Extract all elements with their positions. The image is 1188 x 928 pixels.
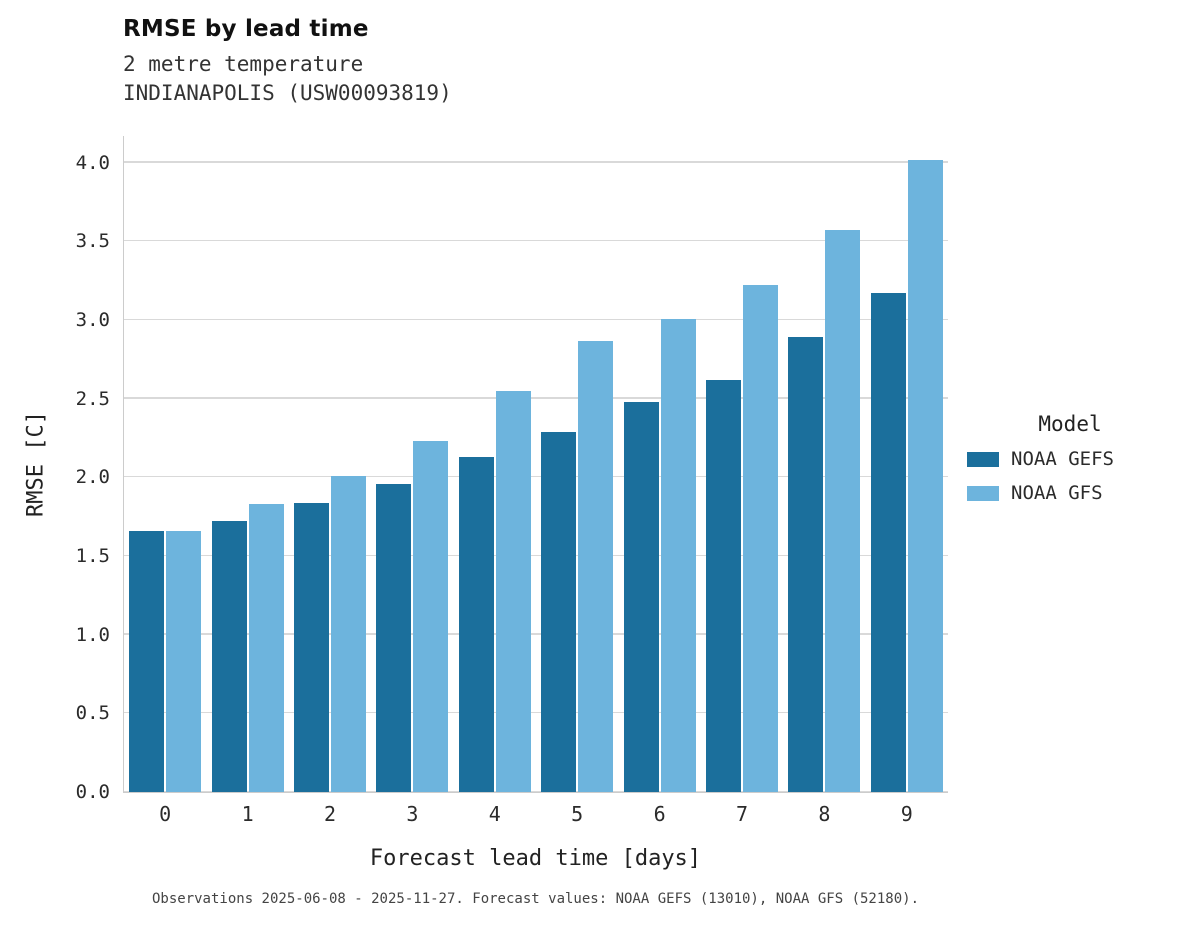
bar-noaa-gfs-day-6 — [660, 318, 696, 792]
gridline — [124, 633, 948, 635]
bar-noaa-gefs-day-5 — [541, 431, 577, 792]
y-axis-label: RMSE [C] — [23, 411, 49, 517]
y-tick-label: 2.5 — [75, 387, 110, 410]
gridline — [124, 790, 948, 792]
bar-group-day-6 — [618, 136, 700, 792]
y-tick-label: 3.5 — [75, 230, 110, 253]
bars-layer — [124, 136, 948, 792]
x-axis-tick-labels: 0 1 2 3 4 5 6 7 8 9 — [124, 792, 948, 834]
bar-noaa-gfs-day-8 — [825, 230, 861, 792]
gridline — [124, 239, 948, 242]
bar-group-day-2 — [289, 136, 371, 792]
gridline — [124, 475, 948, 478]
bar-noaa-gfs-day-0 — [166, 530, 202, 792]
bar-noaa-gfs-day-3 — [413, 441, 449, 792]
x-tick-label: 7 — [735, 802, 749, 826]
legend: Model NOAA GEFS NOAA GFS — [965, 412, 1175, 516]
bar-group-day-5 — [536, 136, 618, 792]
gridline — [124, 554, 948, 557]
bar-noaa-gfs-day-7 — [743, 285, 779, 792]
y-tick-label: 4.0 — [75, 151, 110, 174]
bar-noaa-gefs-day-0 — [129, 530, 165, 792]
bar-noaa-gefs-day-6 — [623, 401, 659, 792]
legend-swatch-icon — [967, 451, 999, 467]
chart-title: RMSE by lead time — [123, 16, 369, 42]
gridline — [124, 711, 948, 714]
chart-header: RMSE by lead time 2 metre temperature IN… — [123, 16, 452, 108]
footer-caption: Observations 2025-06-08 - 2025-11-27. Fo… — [151, 891, 919, 907]
x-tick-label: 3 — [406, 802, 419, 826]
y-tick-label: 0.5 — [75, 702, 110, 725]
legend-entry-noaa-gfs: NOAA GFS — [967, 482, 1175, 504]
x-tick-label: 4 — [488, 802, 501, 826]
bar-group-day-0 — [124, 136, 206, 792]
bar-group-day-3 — [371, 136, 453, 792]
bar-noaa-gfs-day-9 — [907, 159, 943, 792]
legend-label: NOAA GEFS — [1011, 448, 1114, 470]
bar-noaa-gefs-day-9 — [870, 293, 906, 792]
bar-group-day-7 — [701, 136, 783, 792]
bar-noaa-gfs-day-5 — [578, 340, 614, 792]
legend-title: Model — [1038, 412, 1102, 436]
bar-noaa-gefs-day-1 — [211, 521, 247, 792]
gridline — [124, 161, 948, 163]
bar-noaa-gefs-day-8 — [788, 337, 824, 792]
bar-noaa-gefs-day-3 — [376, 483, 412, 792]
bar-group-day-8 — [783, 136, 865, 792]
x-tick-label: 8 — [818, 802, 831, 826]
y-tick-label: 3.0 — [75, 309, 110, 332]
y-axis-tick-labels: 0.0 0.5 1.0 1.5 2.0 2.5 3.0 3.5 4.0 — [40, 136, 110, 803]
legend-swatch-icon — [967, 485, 999, 501]
y-tick-label: 2.0 — [75, 466, 110, 489]
x-tick-label: 1 — [241, 802, 254, 826]
x-tick-label: 6 — [653, 802, 666, 826]
plot-area: 0.0 0.5 1.0 1.5 2.0 2.5 3.0 3.5 4.0 0 1 2 3 4 5 6 7 8 9 R… — [24, 136, 948, 826]
bar-noaa-gfs-day-2 — [331, 475, 367, 792]
y-tick-label: 0.0 — [75, 781, 110, 803]
x-tick-label: 2 — [323, 802, 337, 826]
x-tick-label: 9 — [900, 802, 913, 826]
gridline — [124, 318, 948, 321]
legend-entry-noaa-gefs: NOAA GEFS — [967, 448, 1175, 470]
gridline-layer — [124, 136, 948, 792]
legend-label: NOAA GFS — [1011, 482, 1103, 504]
y-tick-label: 1.5 — [75, 545, 110, 568]
x-axis-label: Forecast lead time [days] — [369, 846, 702, 871]
bar-noaa-gfs-day-1 — [248, 504, 284, 792]
x-tick-label: 5 — [571, 802, 584, 826]
chart-subtitle-variable: 2 metre temperature — [123, 52, 364, 76]
chart-subtitle-station: INDIANAPOLIS (USW00093819) — [123, 81, 452, 105]
bar-noaa-gefs-day-7 — [706, 379, 742, 792]
gridline — [124, 397, 948, 399]
x-tick-label: 0 — [159, 802, 172, 826]
legend-entries: NOAA GEFS NOAA GFS — [965, 448, 1175, 504]
bar-noaa-gefs-day-4 — [458, 456, 494, 792]
bar-noaa-gfs-day-4 — [495, 390, 531, 792]
bar-noaa-gefs-day-2 — [294, 502, 330, 792]
bar-group-day-4 — [454, 136, 536, 792]
bar-group-day-1 — [206, 136, 288, 792]
y-tick-label: 1.0 — [75, 623, 110, 646]
bar-group-day-9 — [866, 136, 948, 792]
